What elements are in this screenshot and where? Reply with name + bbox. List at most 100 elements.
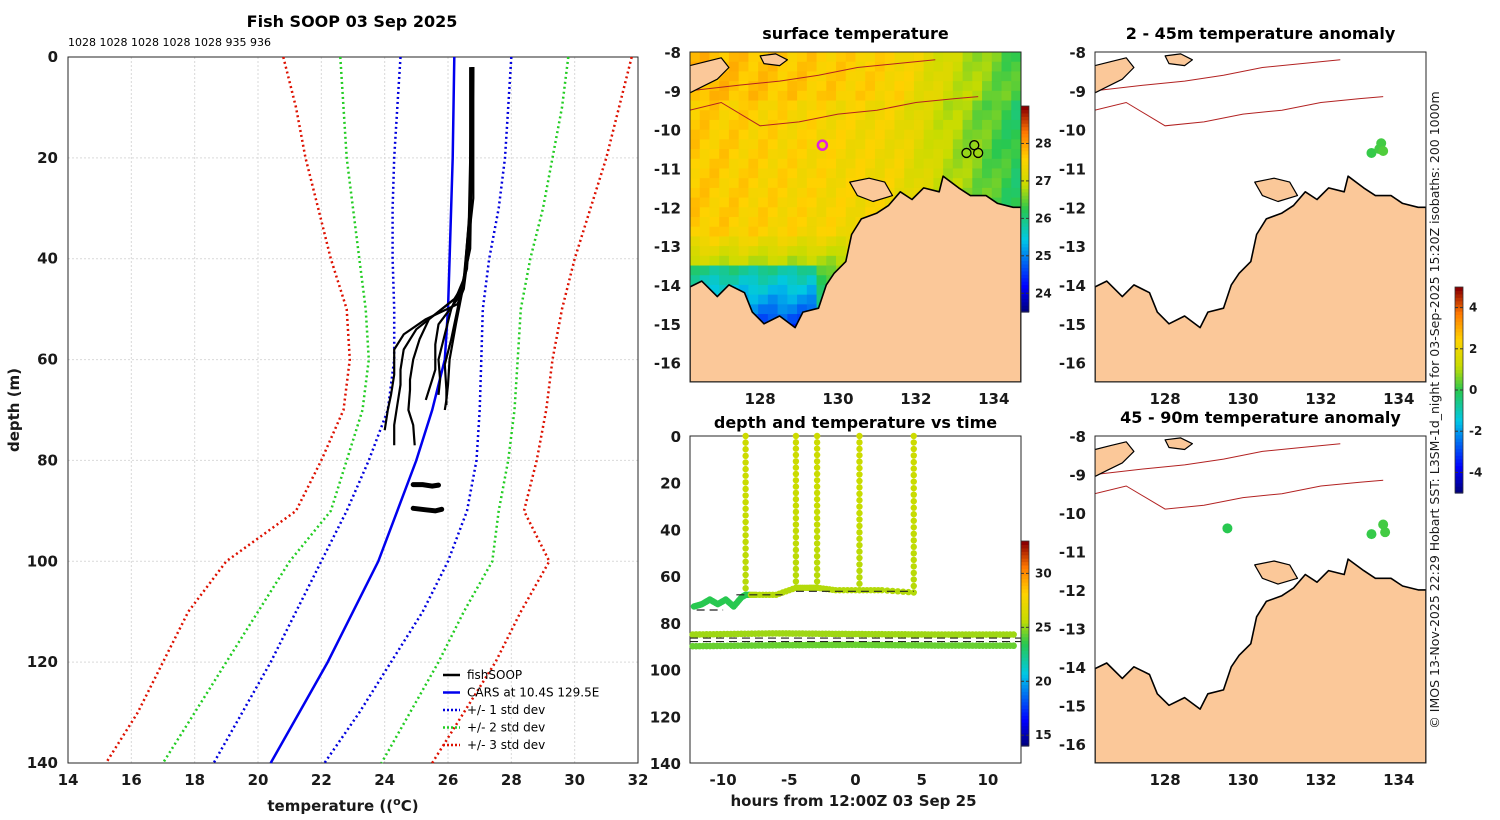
sst-cell <box>709 52 720 63</box>
sst-cell <box>816 246 827 257</box>
anomaly-colorbar-swatch <box>1455 369 1463 374</box>
sst-cell <box>777 304 788 315</box>
sst-cell <box>816 90 827 102</box>
ts-colorbar-swatch <box>1021 674 1029 679</box>
figure-title: Fish SOOP 03 Sep 2025 <box>247 12 458 31</box>
sst-cell <box>777 90 788 102</box>
ts-colorbar-swatch <box>1021 677 1029 682</box>
sst-cell <box>913 100 925 111</box>
ts-colorbar-swatch <box>1021 578 1029 583</box>
map-frame <box>1094 435 1427 764</box>
land-island <box>849 177 894 203</box>
sst-cell <box>855 207 866 218</box>
sst-cell <box>991 71 1003 82</box>
sst-cell <box>787 139 798 150</box>
cast-point <box>910 576 917 583</box>
anomaly-colorbar-label: 0 <box>1469 383 1477 397</box>
sst-cell <box>690 168 701 179</box>
sst-cell <box>728 100 740 111</box>
sst-cell <box>933 178 944 189</box>
cast-point <box>813 502 821 509</box>
y-tick-label: -13 <box>1059 238 1086 256</box>
x-tick-label: -5 <box>781 771 798 789</box>
cast-point <box>813 565 821 573</box>
cast-point <box>742 505 749 512</box>
sst-cell <box>874 149 886 160</box>
sst-cell <box>923 90 934 102</box>
sst-colorbar-swatch <box>1021 277 1029 282</box>
sst-cell <box>758 158 769 170</box>
sst-cell <box>991 168 1003 179</box>
sst-cell <box>952 52 964 63</box>
sst-cell <box>806 139 818 150</box>
y-tick-label: -9 <box>1069 83 1086 101</box>
sst-cell <box>1001 149 1012 160</box>
sst-cell <box>845 110 857 121</box>
cast-point <box>742 492 749 499</box>
sst-cell <box>982 52 993 63</box>
sst-cell <box>874 71 886 82</box>
cast-point <box>792 496 800 503</box>
sst-cell <box>1011 119 1021 131</box>
ts-colorbar-swatch <box>1021 541 1029 546</box>
sst-cell <box>855 90 866 102</box>
sst-cell <box>962 158 973 170</box>
sst-cell <box>913 119 925 131</box>
sst-cell <box>699 119 711 131</box>
sst-cell <box>943 158 954 170</box>
y-tick-label: -12 <box>1059 199 1086 217</box>
sst-cell <box>690 217 701 228</box>
ts-colorbar-swatch <box>1021 592 1029 597</box>
sst-cell <box>962 100 973 111</box>
sst-colorbar-swatch <box>1021 246 1029 251</box>
sst-cell <box>904 119 915 131</box>
sst-cell <box>767 265 779 276</box>
sst-cell <box>728 246 740 257</box>
cast-point <box>742 465 749 473</box>
sst-cell <box>884 71 896 82</box>
y-tick-label: 80 <box>37 451 58 469</box>
sst-cell <box>699 207 711 218</box>
sst-cell <box>894 168 905 179</box>
sst-cell <box>767 61 779 73</box>
cast-point <box>910 582 917 590</box>
anomaly-colorbar-swatch <box>1455 451 1463 456</box>
x-tick-label: 134 <box>978 390 1009 408</box>
sst-cell <box>816 275 827 286</box>
isobath-200 <box>690 96 979 127</box>
sst-cell <box>709 81 720 92</box>
sst-cell <box>874 52 886 63</box>
sst-colorbar-swatch <box>1021 147 1029 152</box>
sst-colorbar-swatch <box>1021 140 1029 145</box>
sst-cell <box>826 178 837 189</box>
sst-cell <box>728 217 740 228</box>
sst-cell <box>748 119 759 131</box>
sst-cell <box>1001 168 1012 179</box>
sst-colorbar-swatch <box>1021 178 1029 183</box>
sst-colorbar-swatch <box>1021 119 1029 124</box>
sst-cell <box>748 294 759 305</box>
sst-cell <box>1001 187 1012 199</box>
isobath-200 <box>1095 479 1384 510</box>
sst-cell <box>1011 129 1021 140</box>
track-point <box>894 588 902 595</box>
sst-cell <box>719 158 730 170</box>
ts-colorbar-swatch <box>1021 605 1029 610</box>
legend-label: fishSOOP <box>467 668 522 682</box>
x-tick-label: 134 <box>1383 771 1414 789</box>
sst-colorbar: 24 25 26 27 28 <box>1020 105 1052 313</box>
sst-cell <box>816 81 827 92</box>
sst-cell <box>991 119 1003 131</box>
anomaly-point <box>1366 529 1377 540</box>
x-tick-label: 130 <box>822 390 853 408</box>
sst-cell <box>806 284 818 296</box>
anomaly-colorbar-swatch <box>1455 314 1463 319</box>
anomaly-colorbar-swatch <box>1455 479 1463 484</box>
sst-cell <box>777 246 788 257</box>
cast-point <box>742 571 749 579</box>
anomaly-colorbar-swatch <box>1455 468 1463 473</box>
sst-cell <box>1001 81 1012 92</box>
sst-cell <box>777 110 788 121</box>
x-tick-label: -10 <box>710 771 737 789</box>
